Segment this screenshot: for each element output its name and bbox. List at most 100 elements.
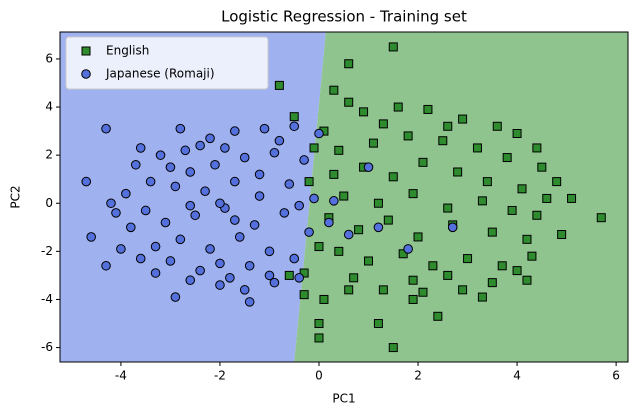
point — [289, 112, 299, 122]
point — [294, 273, 304, 283]
x-tick-label: 0 — [315, 369, 323, 383]
point — [502, 153, 512, 163]
point — [244, 297, 255, 307]
y-tick-label: 6 — [45, 51, 53, 65]
point — [522, 234, 532, 244]
point — [249, 220, 260, 230]
point — [492, 121, 502, 131]
y-tick-label: 0 — [45, 196, 53, 210]
point — [284, 270, 294, 280]
point — [329, 85, 339, 95]
point — [220, 143, 230, 153]
legend-label: Japanese (Romaji) — [105, 67, 215, 81]
point — [170, 292, 181, 302]
point — [244, 260, 255, 271]
point — [507, 205, 517, 215]
point — [463, 254, 473, 264]
point — [408, 275, 418, 285]
point — [359, 107, 369, 117]
point — [215, 280, 225, 290]
point — [418, 287, 428, 297]
point — [121, 188, 131, 199]
point — [383, 215, 393, 225]
point — [239, 152, 250, 163]
point — [458, 114, 468, 124]
x-tick-label: -2 — [214, 369, 226, 383]
point — [512, 266, 522, 276]
point — [289, 121, 300, 132]
point — [86, 232, 96, 242]
point — [205, 244, 215, 254]
point — [185, 200, 196, 211]
point — [344, 97, 354, 107]
point — [329, 196, 339, 206]
point — [269, 147, 280, 158]
point — [319, 294, 329, 304]
x-axis-label: PC1 — [332, 392, 355, 406]
y-tick-label: -4 — [41, 292, 53, 306]
point — [388, 343, 398, 353]
point — [190, 210, 200, 221]
point — [443, 203, 453, 213]
point — [289, 253, 300, 264]
point — [364, 256, 374, 266]
point — [552, 177, 562, 187]
point — [126, 222, 136, 233]
point — [269, 277, 280, 288]
point — [185, 275, 196, 286]
point — [205, 133, 215, 144]
point — [155, 150, 166, 160]
point — [403, 131, 413, 141]
point — [81, 46, 91, 56]
point — [314, 128, 324, 139]
point — [279, 208, 290, 218]
point — [438, 136, 448, 146]
point — [195, 265, 205, 276]
point — [388, 42, 398, 52]
point — [433, 311, 443, 321]
point — [135, 253, 146, 264]
point — [532, 210, 542, 220]
point — [378, 119, 388, 129]
point — [343, 229, 354, 240]
point — [234, 232, 245, 242]
point — [81, 69, 91, 79]
point — [314, 242, 324, 252]
y-tick-label: -6 — [41, 340, 53, 354]
point — [264, 270, 275, 281]
point — [304, 227, 314, 237]
point — [314, 319, 324, 329]
point — [443, 121, 453, 131]
point — [453, 167, 463, 177]
point — [145, 176, 156, 187]
y-tick-label: 2 — [45, 148, 53, 162]
point — [274, 135, 285, 146]
point — [363, 162, 374, 172]
point — [135, 143, 146, 153]
point — [210, 159, 220, 170]
series — [274, 42, 606, 353]
point — [165, 162, 176, 172]
point — [542, 193, 552, 203]
point — [487, 227, 497, 237]
point — [373, 222, 384, 233]
point — [334, 145, 344, 155]
point — [339, 191, 349, 201]
point — [215, 258, 225, 269]
point — [596, 213, 606, 223]
point — [254, 169, 265, 180]
point — [344, 59, 354, 69]
point — [527, 251, 537, 261]
point — [294, 200, 304, 211]
point — [477, 196, 487, 206]
point — [443, 270, 453, 280]
point — [314, 333, 324, 343]
point — [378, 285, 388, 295]
y-tick-label: 4 — [45, 100, 53, 114]
x-tick-label: 4 — [513, 369, 521, 383]
point — [458, 285, 468, 295]
point — [557, 230, 567, 240]
point — [195, 140, 205, 151]
